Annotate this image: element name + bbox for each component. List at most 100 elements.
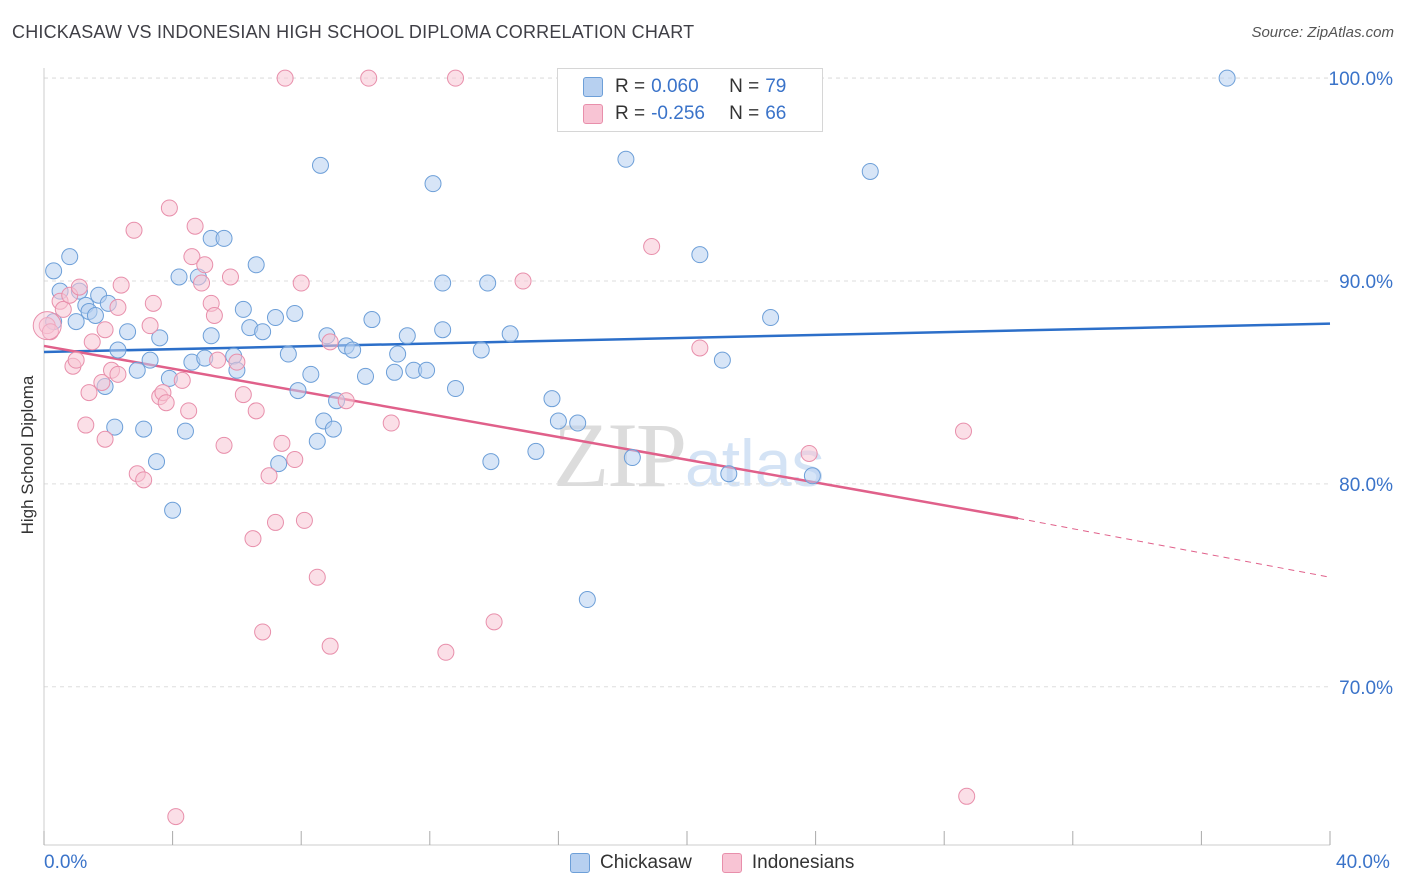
trendline-extension: [1018, 517, 1331, 578]
legend-r-value: -0.256: [651, 103, 705, 124]
chickasaw-point: [202, 327, 220, 345]
chickasaw-point: [128, 361, 146, 379]
indonesian-point: [157, 394, 175, 412]
chickasaw-point: [691, 246, 709, 264]
indonesian-point: [321, 333, 339, 351]
chickasaw-point: [472, 341, 490, 359]
indonesian-point: [109, 298, 127, 316]
trendline-layer: [43, 322, 1331, 578]
chickasaw-point: [578, 591, 596, 609]
chickasaw-point: [762, 309, 780, 327]
indonesian-point: [276, 69, 294, 87]
indonesian-point: [32, 311, 62, 341]
indonesians-swatch: [721, 853, 742, 873]
indonesian-point: [93, 373, 111, 391]
indonesian-point: [77, 416, 95, 434]
indonesian-point: [180, 402, 198, 420]
chickasaw-point: [482, 453, 500, 471]
chickasaw-point: [45, 262, 63, 280]
indonesian-point: [954, 422, 972, 440]
chickasaw-point: [424, 175, 442, 193]
indonesian-point: [273, 434, 291, 452]
trendline-chickasaw: [43, 322, 1331, 354]
correlation-legend: R = 0.060 N = 79 R = -0.256 N = 66: [557, 68, 823, 132]
x-tick-label-max: 40.0%: [1336, 852, 1390, 873]
y-axis-label: High School Diploma: [18, 375, 37, 535]
y-tick-labels: 70.0% 80.0% 90.0% 100.0%: [1329, 69, 1394, 699]
chickasaw-point: [176, 422, 194, 440]
indonesian-point: [254, 623, 272, 641]
chickasaw-point: [385, 363, 403, 381]
y-tick-label: 80.0%: [1339, 475, 1393, 496]
chickasaw-point: [617, 150, 635, 168]
legend-n-value: 79: [765, 76, 787, 97]
legend-r-label: R =: [615, 103, 646, 124]
chickasaw-point: [569, 414, 587, 432]
indonesian-point: [205, 307, 223, 325]
indonesian-point: [514, 272, 532, 290]
indonesian-point: [292, 274, 310, 292]
chickasaw-point: [151, 329, 169, 347]
chickasaw-point: [434, 321, 452, 339]
chickasaw-point: [324, 420, 342, 438]
chickasaw-point: [434, 274, 452, 292]
chickasaw-point: [549, 412, 567, 430]
chickasaw-point: [308, 432, 326, 450]
chickasaw-point: [803, 467, 821, 485]
indonesian-point: [173, 371, 191, 389]
chickasaw-point: [501, 325, 519, 343]
chickasaw-point: [713, 351, 731, 369]
axis-layer: [43, 68, 1331, 846]
chickasaw-point: [289, 382, 307, 400]
chickasaw-point: [344, 341, 362, 359]
chickasaw-point: [106, 418, 124, 436]
indonesian-point: [96, 321, 114, 339]
indonesian-point: [485, 613, 503, 631]
trendline-indonesians: [43, 344, 1019, 520]
chickasaw-point: [266, 309, 284, 327]
series-legend: Chickasaw Indonesians: [570, 852, 884, 874]
indonesian-point: [286, 451, 304, 469]
chickasaw-point: [398, 327, 416, 345]
legend-r-value: 0.060: [651, 76, 699, 97]
chickasaw-swatch: [570, 853, 590, 873]
indonesian-point: [266, 513, 284, 531]
indonesian-point: [958, 787, 976, 805]
chickasaw-point: [861, 162, 879, 180]
chickasaw-swatch: [583, 77, 603, 97]
indonesians-swatch: [583, 104, 603, 124]
indonesian-point: [437, 643, 455, 661]
indonesian-point: [112, 276, 130, 294]
y-tick-label: 100.0%: [1329, 69, 1394, 90]
chart-source: Source: ZipAtlas.com: [1251, 24, 1394, 41]
indonesian-point: [260, 467, 278, 485]
indonesian-point: [54, 300, 72, 318]
legend-row-chickasaw: R = 0.060 N = 79: [583, 75, 786, 99]
chickasaw-point: [270, 455, 288, 473]
indonesian-point: [70, 278, 88, 296]
legend-item-label: Indonesians: [751, 852, 855, 873]
indonesian-point: [109, 365, 127, 383]
x-tick-label-min: 0.0%: [44, 852, 88, 873]
indonesian-point: [244, 530, 262, 548]
chickasaw-point: [86, 307, 104, 325]
chickasaw-point: [479, 274, 497, 292]
y-tick-label: 90.0%: [1339, 272, 1393, 293]
chart-title: CHICKASAW VS INDONESIAN HIGH SCHOOL DIPL…: [12, 22, 695, 42]
legend-n-label: N =: [729, 103, 760, 124]
y-tick-label: 70.0%: [1339, 678, 1393, 699]
indonesian-point: [183, 248, 201, 266]
indonesian-point: [247, 402, 265, 420]
chickasaw-point: [279, 345, 297, 363]
indonesian-point: [234, 386, 252, 404]
indonesian-point: [141, 317, 159, 335]
legend-item-indonesians[interactable]: Indonesians: [721, 852, 855, 874]
chickasaw-point: [254, 323, 272, 341]
indonesian-point: [215, 436, 233, 454]
chickasaw-point: [170, 268, 188, 286]
indonesian-point: [144, 294, 162, 312]
legend-row-indonesians: R = -0.256 N = 66: [583, 102, 786, 126]
legend-item-chickasaw[interactable]: Chickasaw: [570, 852, 692, 874]
chickasaw-point: [363, 311, 381, 329]
